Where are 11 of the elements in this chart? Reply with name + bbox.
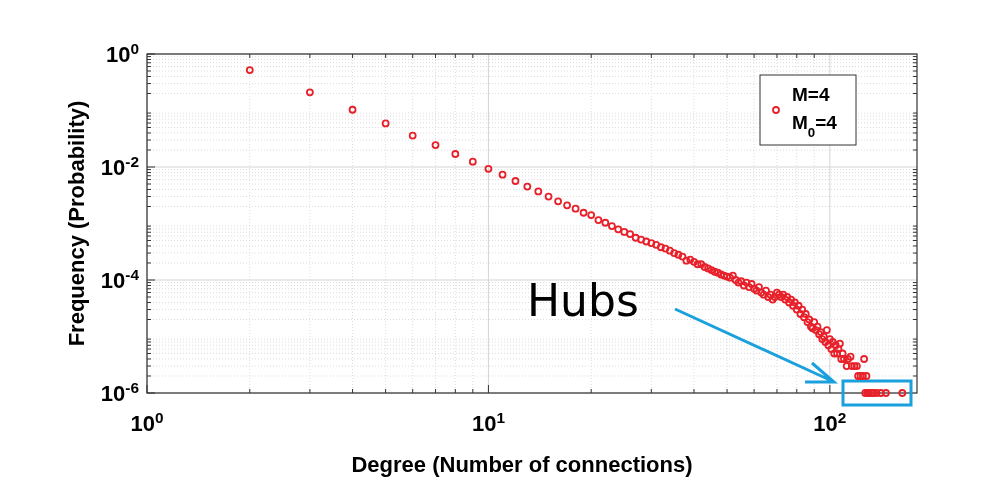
x-axis-title: Degree (Number of connections) [351,452,693,477]
y-axis-title: Frequency (Probability) [64,100,89,347]
y-tick-label: 10$^{-2}$ [100,152,139,180]
y-tick-label: 10$^{0}$ [105,39,139,67]
x-tick-label: 10$^{1}$ [471,408,506,436]
y-tick-label: 10$^{-6}$ [100,378,139,406]
x-tick-label: 10$^{0}$ [130,408,164,436]
x-tick-label: 10$^{2}$ [813,408,847,436]
y-tick-label: 10$^{-4}$ [100,265,140,293]
annotation: Hubs [527,275,639,326]
legend-label: M=4 M$_{0}$=4 [792,84,838,140]
